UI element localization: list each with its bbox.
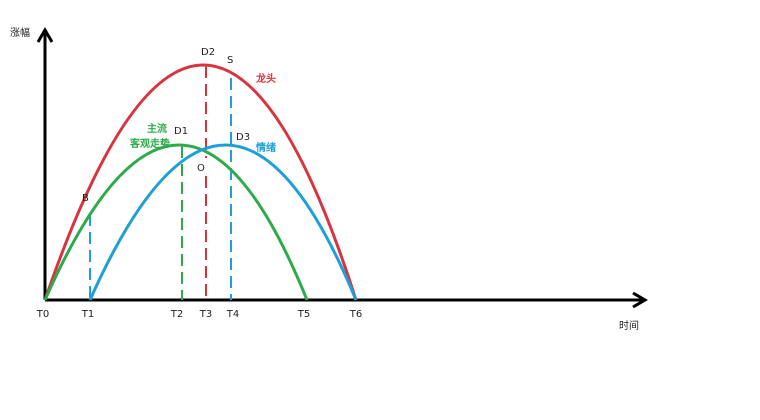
curve-label: 客观走势 (129, 137, 170, 150)
point-label: B (82, 193, 89, 204)
curves (43, 63, 358, 301)
tick-label: T0 (36, 309, 49, 320)
curve-label: 主流 (147, 122, 167, 135)
tick-labels: T0 T1 T2 T3 T4 T5 T6 (36, 309, 362, 320)
point-label: O (197, 163, 205, 174)
tick-label: T1 (81, 309, 94, 320)
y-axis-label: 涨幅 (10, 26, 30, 39)
point-labels: D2 S D1 D3 O B (82, 47, 250, 204)
axes (36, 27, 648, 309)
tick-label: T3 (199, 309, 212, 320)
point-label: S (227, 55, 233, 66)
tick-label: T6 (349, 309, 362, 320)
dashed-guides (89, 66, 232, 300)
point-label: D2 (201, 47, 215, 58)
point-label: D1 (174, 126, 188, 137)
curve-label: 情绪 (256, 141, 276, 154)
tick-label: T2 (170, 309, 183, 320)
tick-label: T5 (297, 309, 310, 320)
tick-label: T4 (226, 309, 239, 320)
point-label: D3 (236, 132, 250, 143)
x-axis-label: 时间 (619, 319, 639, 332)
curve-label: 龙头 (255, 72, 276, 85)
